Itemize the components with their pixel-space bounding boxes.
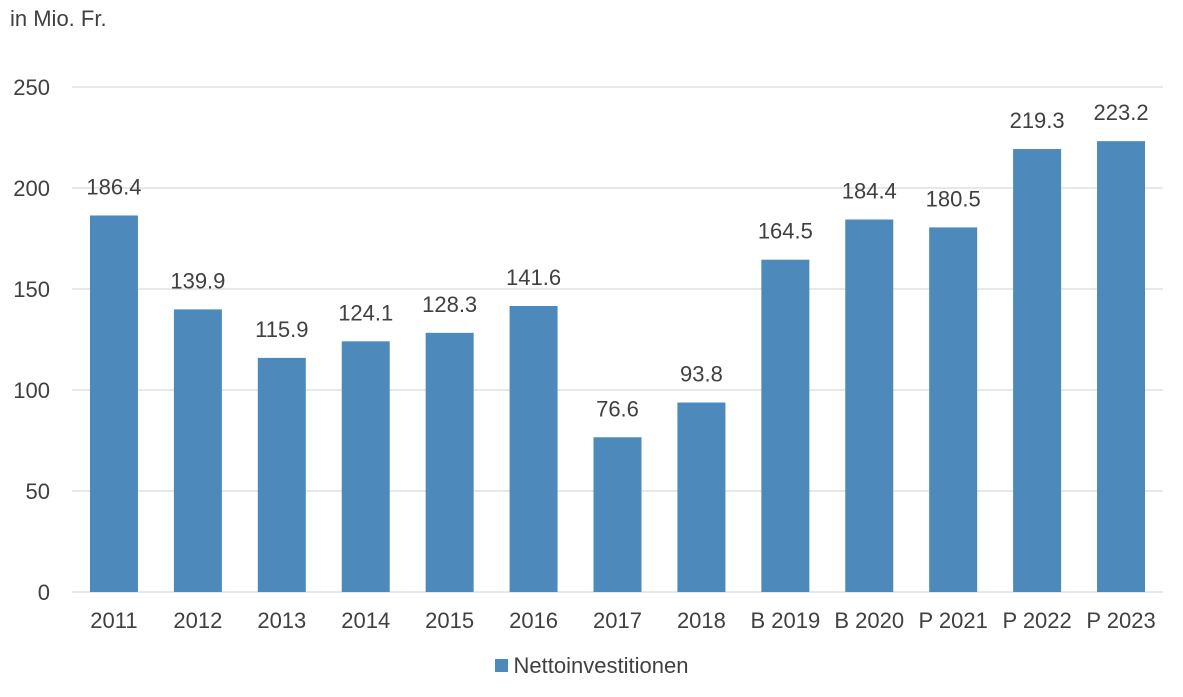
legend: Nettoinvestitionen [0,653,1183,679]
bar-chart: 0 50 100 150 200 250 186.4 139.9 115.9 124.1 128.… [13,75,1163,633]
y-tick-label: 200 [13,176,50,201]
bar-p-2022 [1013,149,1062,593]
bar-value-label: 164.5 [758,219,813,244]
x-tick-label: 2015 [425,608,474,633]
y-tick-label: 250 [13,75,50,100]
bar-p-2023 [1097,141,1146,593]
y-tick-label: 100 [13,378,50,403]
bar-value-label: 93.8 [680,362,723,387]
x-tick-label: B 2020 [834,608,904,633]
x-tick-label: P 2022 [1002,608,1071,633]
x-tick-label: 2013 [257,608,306,633]
x-axis-ticks: 2011 2012 2013 2014 2015 2016 2017 2018 B 2019 B … [90,608,1155,633]
bar-b-2019 [761,259,810,592]
y-tick-label: 50 [26,479,50,504]
bar-2017 [593,437,642,592]
x-tick-label: 2014 [341,608,390,633]
bars [89,141,1146,593]
bar-value-label: 223.2 [1094,100,1149,125]
y-axis-unit-label: in Mio. Fr. [10,6,107,31]
bar-value-label: 184.4 [842,179,897,204]
bar-2018 [677,402,726,592]
y-tick-label: 0 [38,580,50,605]
legend-label-nettoinvestitionen: Nettoinvestitionen [513,653,689,678]
bar-value-labels: 186.4 139.9 115.9 124.1 128.3 141.6 76.6 93.8 16… [86,100,1148,421]
x-tick-label: 2012 [173,608,222,633]
bar-value-label: 76.6 [596,396,639,421]
bar-value-label: 124.1 [338,300,393,325]
x-tick-label: 2016 [509,608,558,633]
x-tick-label: 2017 [593,608,642,633]
bar-2012 [173,309,222,592]
y-tick-label: 150 [13,277,50,302]
bar-value-label: 115.9 [255,317,308,342]
y-axis-ticks: 0 50 100 150 200 250 [13,75,50,605]
bar-2013 [257,357,306,592]
bar-2016 [509,305,558,592]
bar-value-label: 139.9 [170,268,225,293]
bar-2014 [341,341,390,592]
bar-p-2021 [929,227,978,592]
bar-value-label: 128.3 [422,292,477,317]
bar-2011 [89,215,138,593]
legend-swatch-nettoinvestitionen [494,659,508,672]
x-tick-label: 2011 [90,608,137,633]
x-tick-label: P 2023 [1086,608,1155,633]
bar-b-2020 [845,219,894,592]
x-tick-label: 2018 [677,608,726,633]
bar-value-label: 219.3 [1010,108,1065,133]
x-tick-label: B 2019 [750,608,820,633]
bar-value-label: 180.5 [926,186,981,211]
bar-value-label: 141.6 [506,265,561,290]
bar-2015 [425,332,474,592]
bar-value-label: 186.4 [86,174,141,199]
x-tick-label: P 2021 [919,608,988,633]
